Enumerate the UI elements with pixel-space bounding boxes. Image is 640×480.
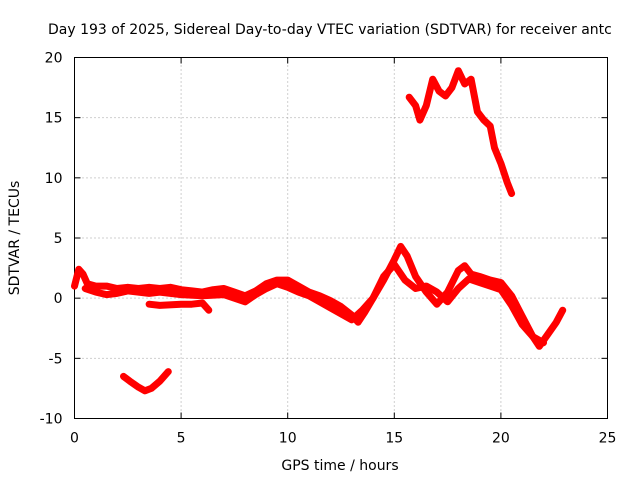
x-tick-label: 25 <box>599 431 617 447</box>
x-tick-label: 15 <box>385 431 403 447</box>
y-tick-label: -10 <box>40 412 63 428</box>
series-high-arc <box>405 67 516 197</box>
x-tick-label: 0 <box>70 431 79 447</box>
x-tick-label: 5 <box>177 431 186 447</box>
y-tick-label: 10 <box>45 171 63 187</box>
chart-title: Day 193 of 2025, Sidereal Day-to-day VTE… <box>48 22 612 38</box>
y-tick-label: 5 <box>54 231 63 247</box>
series-main-track <box>71 242 567 350</box>
series-negative-arc <box>120 368 172 395</box>
plot-frame <box>74 57 608 419</box>
grid <box>74 57 608 419</box>
series-short-dip-segment <box>145 299 213 314</box>
series-secondary-track <box>81 261 547 347</box>
y-axis-label: SDTVAR / TECUs <box>7 181 23 296</box>
x-tick-label: 20 <box>492 431 510 447</box>
y-tick-label: 0 <box>54 291 63 307</box>
y-tick-label: -5 <box>49 351 63 367</box>
x-tick-label: 10 <box>279 431 297 447</box>
data-series <box>71 67 567 395</box>
x-axis-label: GPS time / hours <box>281 458 398 474</box>
axis-ticks: 0 5 10 15 20 25 -10 -5 0 5 10 15 20 <box>40 51 617 447</box>
y-tick-label: 20 <box>45 51 63 67</box>
y-tick-label: 15 <box>45 111 63 127</box>
